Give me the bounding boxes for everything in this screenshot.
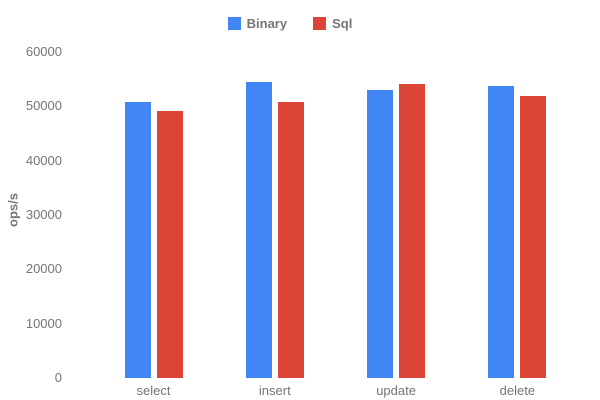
y-tick-label: 20000 bbox=[25, 261, 62, 277]
y-tick-label: 0 bbox=[54, 370, 62, 385]
y-tick-label: 50000 bbox=[25, 98, 62, 114]
legend-label: Binary bbox=[246, 16, 288, 31]
bar-delete-sql bbox=[520, 96, 547, 378]
legend-swatch-sql bbox=[313, 17, 327, 30]
y-tick-label: 40000 bbox=[25, 152, 62, 168]
bar-update-binary bbox=[367, 90, 394, 378]
bar-insert-binary bbox=[245, 81, 272, 378]
x-tick-label-insert: insert bbox=[258, 383, 291, 398]
y-tick-label: 30000 bbox=[25, 207, 62, 222]
bar-select-sql bbox=[156, 111, 183, 378]
bar-insert-sql bbox=[277, 101, 304, 378]
y-tick-label: 10000 bbox=[25, 315, 62, 331]
bar-select-binary bbox=[124, 101, 151, 378]
legend-swatch-binary bbox=[227, 17, 241, 30]
bar-update-sql bbox=[399, 84, 426, 378]
legend-item-binary: Binary bbox=[227, 16, 288, 31]
legend-item-sql: Sql bbox=[313, 16, 352, 31]
bar-delete-binary bbox=[488, 86, 515, 378]
y-tick-label: 60000 bbox=[25, 44, 62, 59]
x-tick-label-select: select bbox=[136, 383, 171, 398]
legend: Binary Sql bbox=[0, 16, 590, 31]
x-tick-label-update: update bbox=[376, 383, 416, 398]
legend-label: Sql bbox=[332, 16, 353, 31]
x-tick-label-delete: delete bbox=[499, 383, 536, 398]
